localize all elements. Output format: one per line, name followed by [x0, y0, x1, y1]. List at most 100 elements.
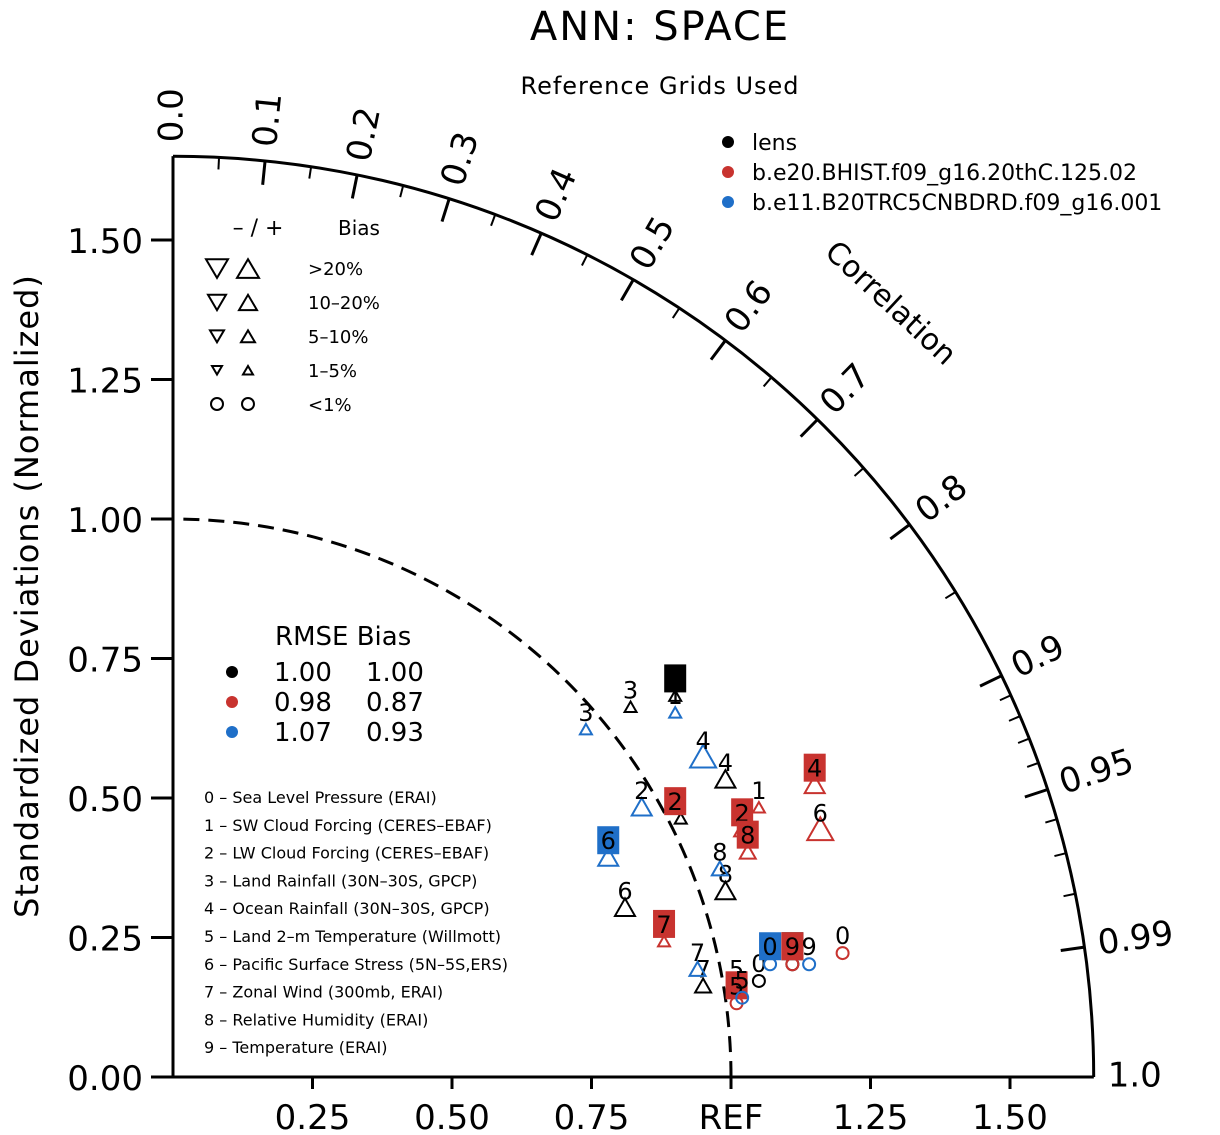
y-tick-label: 1.25: [67, 362, 143, 402]
point-label-box: [653, 909, 676, 938]
x-tick-label: 0.50: [414, 1098, 490, 1135]
point-label: 0: [762, 933, 777, 961]
bias-circle: [241, 397, 255, 411]
variable-label: 8 – Relative Humidity (ERAI): [204, 1010, 428, 1029]
x-ticks: 0.25 0.50 0.75 REF 1.25 1.50: [275, 1077, 1048, 1135]
legend-label: b.e11.B20TRC5CNBDRD.f09_g16.001: [752, 191, 1162, 216]
variable-label: 2 – LW Cloud Forcing (CERES–EBAF): [204, 844, 489, 863]
series-legend: lens b.e20.BHIST.f09_g16.20thC.125.02 b.e1…: [722, 131, 1162, 216]
correlation-major-tick: [889, 523, 911, 541]
data-point: 1: [667, 682, 683, 719]
bias-legend-header: – / +: [233, 216, 284, 241]
correlation-minor-tick: [1045, 818, 1058, 824]
x-tick-label: 1.50: [972, 1098, 1048, 1135]
correlation-label: 0.8: [908, 467, 975, 531]
point-marker: [673, 811, 689, 825]
correlation-label: 0.5: [622, 210, 684, 277]
correlation-major-tick: [979, 674, 1003, 688]
correlation-minor-tick: [671, 307, 681, 319]
data-point: 7: [687, 939, 708, 977]
point-marker: [735, 990, 750, 1005]
data-point: 1: [751, 777, 767, 814]
bias-legend-label: 1–5%: [308, 361, 357, 382]
point-marker: [710, 859, 730, 877]
point-marker: [751, 799, 767, 814]
data-point: 3: [578, 699, 594, 736]
point-label: 4: [718, 749, 733, 777]
point-marker: [667, 688, 683, 702]
point-marker: [802, 957, 817, 972]
bias-down-triangle: [204, 258, 230, 280]
reference-arc: [172, 517, 733, 1078]
point-marker: [713, 768, 738, 789]
point-label: 2: [668, 788, 683, 816]
correlation-minor-tick: [217, 157, 221, 170]
point-label: 7: [690, 939, 705, 967]
point-label: 3: [578, 699, 593, 727]
point-marker: [656, 933, 672, 948]
correlation-minor-tick: [853, 467, 865, 477]
point-label: 1: [668, 682, 683, 710]
data-points: 012345678901224567890123456789: [578, 664, 850, 1011]
point-label: 2: [634, 777, 649, 805]
data-point: 3: [622, 677, 639, 714]
correlation-minor-tick: [762, 376, 773, 388]
point-label: 8: [740, 822, 755, 850]
point-marker: [578, 721, 594, 736]
correlation-label: 0.6: [717, 273, 781, 340]
x-tick-label: 0.75: [554, 1098, 630, 1135]
correlation-minor-tick: [1026, 761, 1039, 768]
point-marker: [613, 896, 637, 917]
data-point: 4: [688, 727, 718, 769]
y-tick-label: 1.00: [67, 501, 143, 541]
correlation-label: 0.95: [1054, 741, 1138, 803]
bias-legend-label: >20%: [308, 259, 363, 280]
y-ticks: 0.00 0.25 0.50 0.75 1.00 1.25 1.50: [67, 222, 173, 1099]
data-point: 9: [781, 932, 804, 972]
bias-down-triangle: [208, 329, 226, 345]
rmse-value: 1.00: [274, 658, 332, 688]
y-tick-label: 1.50: [67, 222, 143, 262]
x-tick-label: 0.25: [275, 1098, 351, 1135]
point-label: 4: [695, 727, 710, 755]
correlation-major-tick: [620, 278, 635, 302]
correlation-label: 0.1: [245, 91, 290, 149]
data-point: 2: [664, 787, 687, 816]
variable-label: 6 – Pacific Surface Stress (5N–5S,ERS): [204, 955, 508, 974]
variable-label: 5 – Land 2–m Temperature (Willmott): [204, 927, 501, 946]
point-marker: [596, 846, 620, 867]
point-label: 5: [729, 972, 744, 1000]
bias-circle: [210, 397, 224, 411]
point-marker: [622, 699, 639, 714]
point-marker: [688, 742, 718, 769]
y-tick-label: 0.00: [67, 1059, 143, 1099]
point-marker: [805, 815, 836, 842]
legend-label: lens: [752, 131, 797, 156]
point-label: 3: [623, 677, 638, 705]
x-tick-label: 1.25: [833, 1098, 909, 1135]
point-label-box: [664, 787, 687, 816]
correlation-minor-tick: [944, 591, 957, 600]
point-label: 9: [785, 933, 800, 961]
point-label: 8: [712, 838, 727, 866]
correlation-label: 0.2: [339, 104, 389, 165]
correlation-minor-tick: [1008, 715, 1021, 722]
correlation-major-tick: [530, 232, 543, 256]
point-marker: [802, 773, 827, 795]
data-point: 6: [805, 799, 836, 842]
correlation-label: 0.4: [527, 162, 585, 228]
data-point: 2: [629, 777, 654, 817]
bias-legend-label: 10–20%: [308, 293, 380, 314]
correlation-major-tick: [1024, 788, 1049, 799]
point-marker: [629, 795, 654, 817]
x-tick-label: REF: [699, 1098, 764, 1135]
data-point: 6: [613, 877, 637, 917]
correlation-label: 0.9: [1005, 627, 1071, 687]
data-point: 4: [713, 749, 738, 789]
bias-legend-label: <1%: [308, 395, 352, 416]
rmse-marker: [226, 696, 238, 708]
variable-label: 7 – Zonal Wind (300mb, ERAI): [204, 983, 443, 1002]
correlation-minor-tick: [490, 214, 497, 227]
correlation-label: 0.0: [152, 88, 192, 142]
